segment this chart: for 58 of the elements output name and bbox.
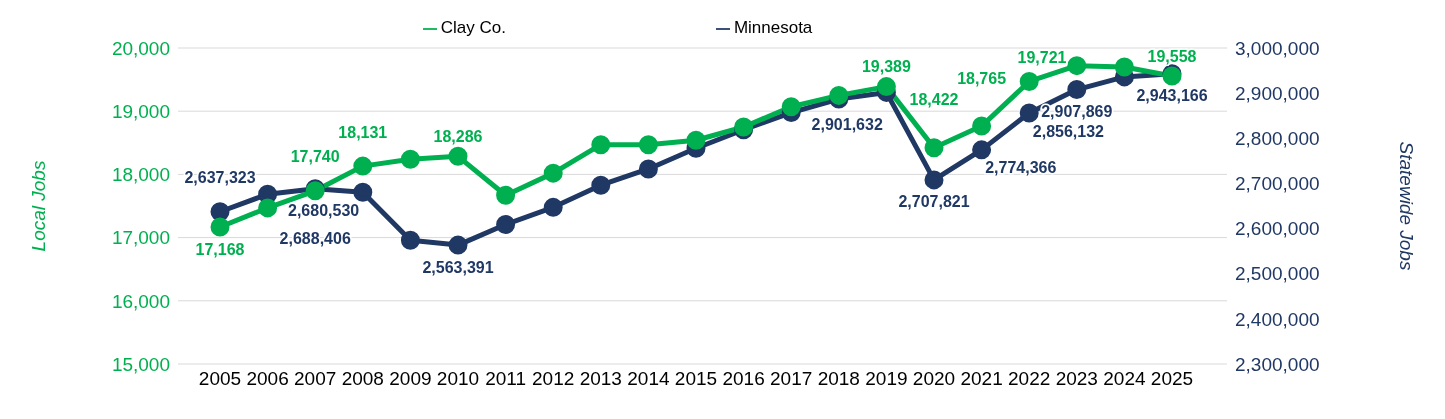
x-tick-label: 2009 [389, 368, 432, 390]
x-tick-label: 2007 [294, 368, 337, 390]
data-label: 2,856,132 [1032, 122, 1105, 140]
x-tick-label: 2015 [674, 368, 718, 390]
x-tick-label: 2025 [1150, 368, 1194, 390]
y2-tick-label: 2,400,000 [1235, 308, 1320, 330]
data-label: 2,680,530 [288, 201, 360, 219]
x-tick-label: 2011 [485, 368, 527, 390]
data-label: 2,907,869 [1041, 103, 1113, 121]
x-tick-label: 2023 [1055, 368, 1098, 390]
data-label: 19,389 [861, 58, 911, 76]
y2-tick-label: 2,800,000 [1235, 128, 1320, 150]
data-label: 18,765 [957, 69, 1007, 87]
data-label: 2,707,821 [898, 193, 970, 211]
x-tick-label: 2012 [532, 368, 575, 390]
data-label: 2,688,406 [279, 230, 351, 248]
data-label: 2,637,323 [184, 169, 256, 187]
legend-label: Clay Co. [440, 18, 506, 37]
x-tick-label: 2020 [912, 368, 956, 390]
y-tick-label: 18,000 [111, 164, 170, 186]
y-tick-label: 19,000 [111, 100, 170, 122]
x-tick-label: 2019 [865, 368, 908, 390]
data-label: 18,131 [338, 123, 388, 141]
x-tick-label: 2013 [579, 368, 622, 390]
data-label: 17,740 [290, 148, 340, 166]
y-tick-label: 15,000 [111, 353, 170, 375]
y2-tick-label: 2,600,000 [1235, 218, 1320, 240]
y-axis-title: Local Jobs [27, 160, 49, 252]
data-label: 19,558 [1147, 47, 1197, 65]
x-tick-label: 2016 [722, 368, 765, 390]
y2-tick-label: 2,500,000 [1235, 263, 1320, 285]
data-label: 2,901,632 [811, 116, 883, 134]
y2-axis-title: Statewide Jobs [1396, 141, 1418, 271]
x-tick-label: 2005 [198, 368, 242, 390]
data-label: 18,422 [909, 91, 959, 109]
x-tick-label: 2014 [627, 368, 670, 390]
y2-tick-label: 3,000,000 [1235, 37, 1320, 59]
x-tick-label: 2022 [1008, 368, 1051, 390]
data-label: 2,943,166 [1136, 87, 1208, 105]
x-tick-label: 2018 [817, 368, 860, 390]
data-label: 2,774,366 [985, 159, 1057, 177]
x-tick-label: 2008 [341, 368, 384, 390]
y2-tick-label: 2,900,000 [1235, 82, 1320, 104]
y-tick-label: 16,000 [111, 290, 170, 312]
y-tick-label: 17,000 [111, 227, 170, 249]
legend-label: Minnesota [733, 18, 813, 37]
x-tick-label: 2006 [246, 368, 289, 390]
data-label: 19,721 [1017, 49, 1067, 67]
data-label: 17,168 [195, 240, 245, 258]
x-tick-label: 2017 [770, 368, 813, 390]
x-tick-label: 2024 [1103, 368, 1146, 390]
y2-tick-label: 2,700,000 [1235, 173, 1320, 195]
data-label: 18,286 [433, 127, 483, 145]
x-tick-label: 2010 [436, 368, 480, 390]
x-tick-label: 2021 [960, 368, 1003, 390]
y2-tick-label: 2,300,000 [1235, 353, 1320, 375]
y-tick-label: 20,000 [111, 37, 170, 59]
data-label: 2,563,391 [422, 258, 494, 276]
